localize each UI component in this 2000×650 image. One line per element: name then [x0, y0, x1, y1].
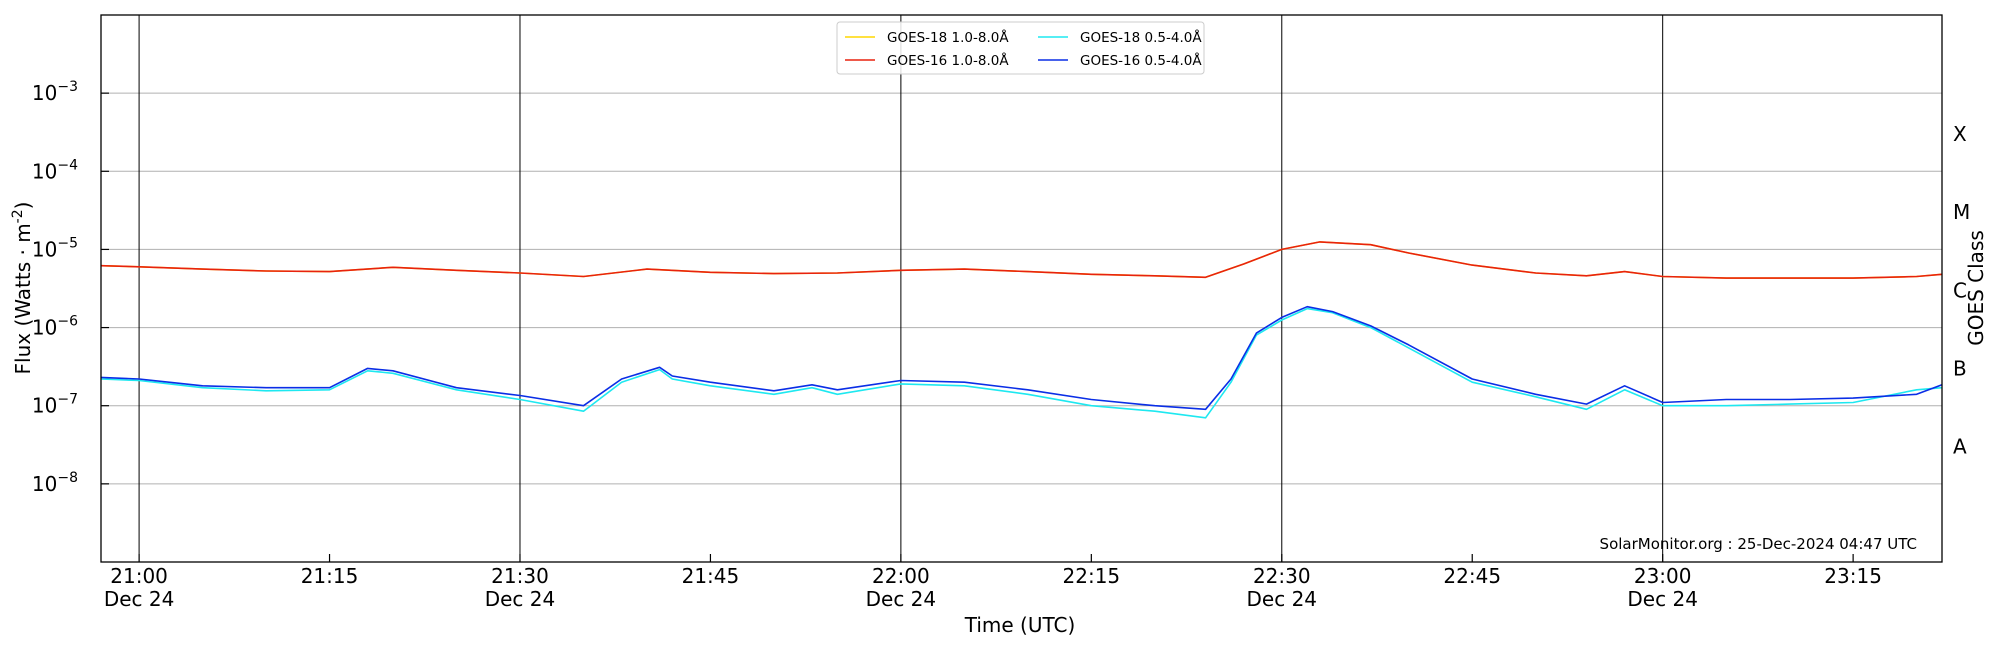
y-tick-label-base: 10 — [32, 237, 57, 261]
series-line-0 — [101, 241, 1942, 279]
y-tick-label-base: 10 — [32, 472, 57, 496]
legend: GOES-18 1.0-8.0Å GOES-16 1.0-8.0Å GOES-18 … — [836, 21, 1205, 75]
y-tick-label-exponent: −6 — [57, 314, 78, 330]
x-tick-label: 21:45 — [682, 564, 740, 588]
x-tick-label: 22:30 — [1253, 564, 1311, 588]
legend-box — [836, 21, 1205, 75]
y-tick-label: 10−8 — [32, 470, 78, 496]
y-tick-label: 10−3 — [32, 79, 78, 105]
legend-entry-label: GOES-16 1.0-8.0Å — [887, 52, 1009, 69]
x-tick-label: 21:30 — [491, 564, 549, 588]
y-tick-label-base: 10 — [32, 159, 57, 183]
x-axis-label: Time (UTC) — [964, 613, 1076, 637]
series-line-2 — [101, 307, 1942, 419]
x-tick-date-label: Dec 24 — [1627, 587, 1698, 611]
x-tick-label: 21:15 — [301, 564, 359, 588]
y-tick-label-base: 10 — [32, 394, 57, 418]
legend-entry-label: GOES-18 0.5-4.0Å — [1080, 29, 1202, 46]
y-tick-label-base: 10 — [32, 316, 57, 340]
x-tick-label: 23:00 — [1634, 564, 1692, 588]
goes-class-label: B — [1953, 356, 1967, 380]
x-tick-label: 22:15 — [1063, 564, 1121, 588]
x-tick-date-label: Dec 24 — [866, 587, 937, 611]
x-tick-date-label: Dec 24 — [485, 587, 556, 611]
y-axis-label: Flux (Watts · m-2) — [10, 202, 35, 375]
grid-layer — [101, 92, 1942, 485]
x-tick-label: 22:45 — [1443, 564, 1501, 588]
y-tick-label-base: 10 — [32, 81, 57, 105]
y-axis-label-text: Flux (Watts · m — [11, 223, 35, 374]
x-tick-date-label: Dec 24 — [1247, 587, 1318, 611]
y-tick-layer: 10−810−710−610−510−410−3 — [32, 79, 109, 496]
legend-entry-label: GOES-18 1.0-8.0Å — [887, 29, 1009, 46]
y-tick-label-exponent: −7 — [57, 392, 78, 408]
goes-class-label: X — [1953, 122, 1967, 146]
x-tick-label: 22:00 — [872, 564, 930, 588]
right-axis-label: GOES Class — [1964, 230, 1988, 346]
plot-frame — [100, 14, 1943, 563]
goes-class-label: C — [1953, 278, 1967, 302]
y-tick-label-exponent: −3 — [57, 79, 78, 95]
vertical-lines-layer — [138, 15, 1664, 562]
series-line-1 — [101, 241, 1942, 279]
series-layer — [101, 241, 1942, 419]
y-tick-label: 10−5 — [32, 235, 78, 261]
series-line-3 — [101, 305, 1942, 411]
y-tick-label: 10−6 — [32, 314, 78, 340]
x-tick-label: 23:15 — [1824, 564, 1882, 588]
y-tick-label-exponent: −4 — [57, 157, 78, 173]
y-tick-label-exponent: −8 — [57, 470, 78, 486]
y-tick-label: 10−7 — [32, 392, 78, 418]
y-axis-label-superscript: -2 — [10, 209, 26, 223]
goes-class-label: M — [1953, 200, 1970, 224]
y-tick-label-exponent: −5 — [57, 235, 78, 251]
x-tick-label: 21:00 — [110, 564, 168, 588]
y-tick-label: 10−4 — [32, 157, 78, 183]
y-axis-label-close: ) — [11, 202, 35, 210]
credit-text: SolarMonitor.org : 25-Dec-2024 04:47 UTC — [1600, 535, 1917, 553]
goes-class-label: A — [1953, 435, 1967, 459]
legend-entry-label: GOES-16 0.5-4.0Å — [1080, 52, 1202, 69]
x-tick-date-label: Dec 24 — [104, 587, 175, 611]
goes-class-layer: A B C M X — [1953, 122, 1970, 459]
